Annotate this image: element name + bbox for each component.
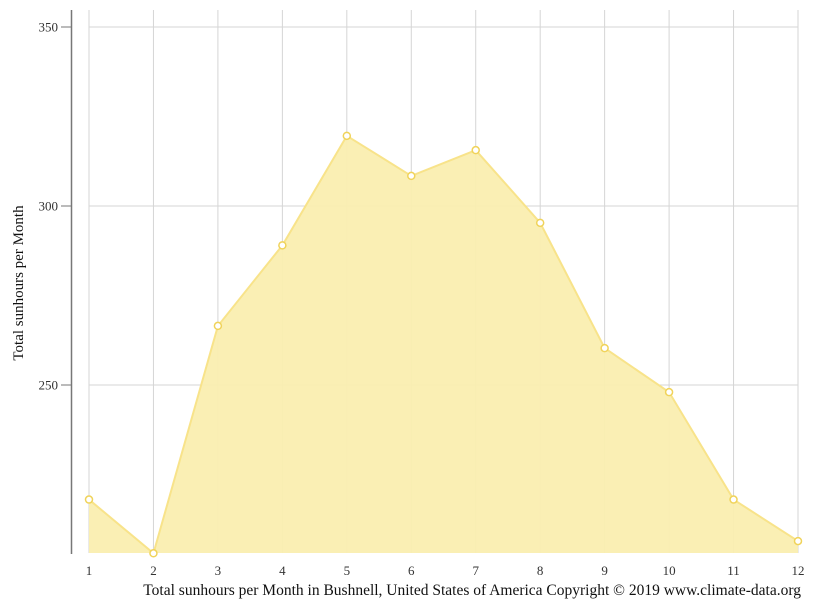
x-tick-label: 6 — [408, 563, 415, 578]
data-point-marker[interactable] — [793, 536, 803, 546]
chart-caption: Total sunhours per Month in Bushnell, Un… — [143, 582, 801, 599]
y-tick-label: 350 — [39, 20, 59, 35]
x-tick-label: 9 — [601, 563, 608, 578]
x-tick-label: 2 — [150, 563, 157, 578]
data-point-marker[interactable] — [535, 218, 545, 228]
series-line — [88, 134, 799, 556]
area-series — [88, 134, 799, 556]
x-axis-ticks: 1 2 3 4 5 6 7 8 9 10 11 12 — [86, 563, 805, 578]
data-point-marker[interactable] — [342, 131, 352, 141]
x-tick-label: 7 — [472, 563, 479, 578]
data-point-marker[interactable] — [278, 241, 287, 250]
data-point-marker[interactable] — [149, 549, 158, 558]
y-tick-label: 250 — [39, 378, 59, 393]
data-point-marker[interactable] — [84, 495, 94, 504]
x-tick-label: 3 — [215, 563, 222, 578]
area-fill — [89, 135, 798, 554]
data-point-marker[interactable] — [664, 387, 674, 397]
x-tick-label: 10 — [663, 563, 676, 578]
data-point-marker[interactable] — [407, 171, 416, 181]
x-tick-label: 1 — [86, 563, 93, 578]
data-markers — [84, 131, 803, 558]
data-point-marker[interactable] — [600, 343, 609, 353]
data-point-marker[interactable] — [729, 495, 738, 504]
x-tick-label: 12 — [792, 563, 805, 578]
data-point-marker[interactable] — [213, 321, 223, 331]
y-axis-ticks: 250 300 350 — [39, 20, 71, 393]
x-tick-label: 4 — [279, 563, 286, 578]
y-axis-title: Total sunhours per Month — [11, 205, 27, 361]
x-tick-label: 8 — [537, 563, 544, 578]
x-tick-label: 11 — [727, 563, 740, 578]
x-tick-label: 5 — [344, 563, 351, 578]
data-point-marker[interactable] — [471, 145, 480, 155]
y-tick-label: 300 — [39, 199, 59, 214]
